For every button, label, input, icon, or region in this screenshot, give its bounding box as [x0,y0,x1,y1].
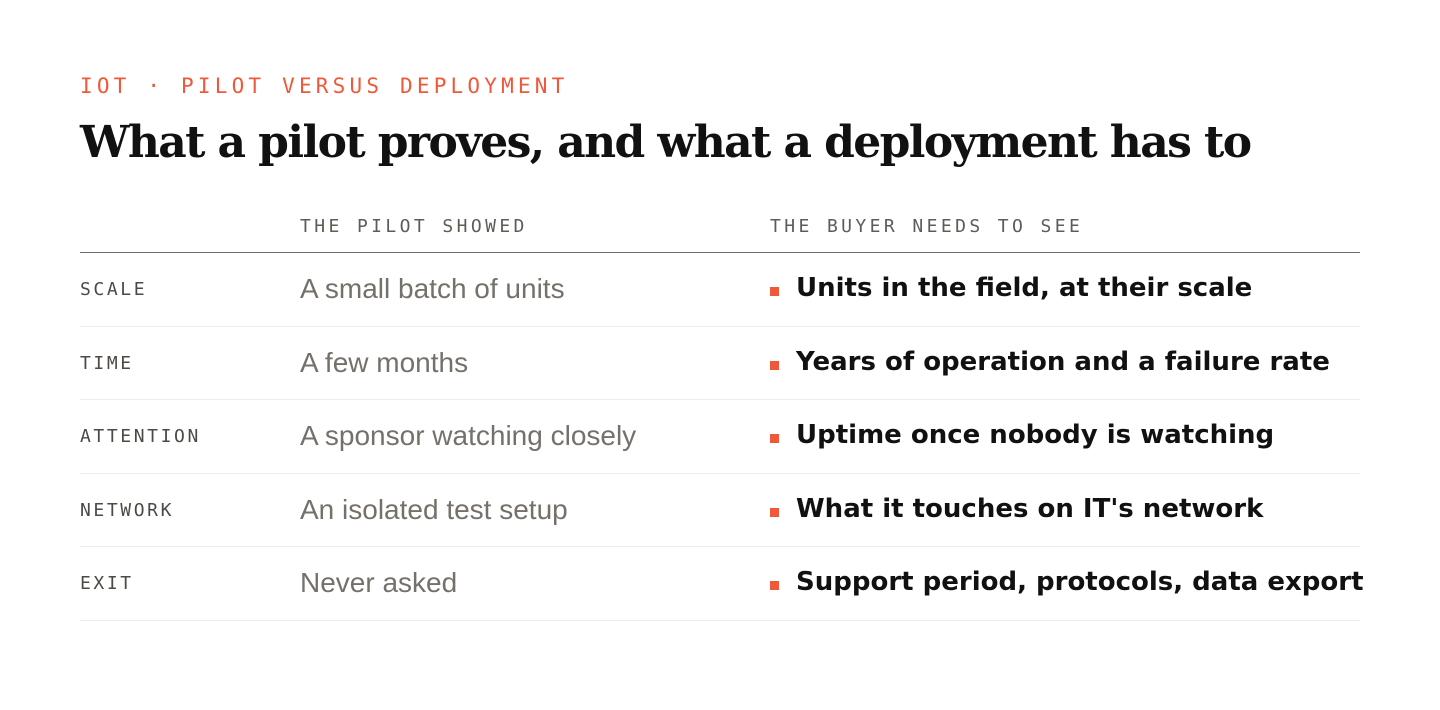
pilot-cell: A few months [300,346,469,378]
table-row: SCALE A small batch of units Units in th… [80,253,1360,327]
table-header: THE PILOT SHOWED THE BUYER NEEDS TO SEE [80,204,1360,253]
buyer-text: Units in the field, at their scale [796,273,1253,303]
pilot-cell: Never asked [300,567,458,598]
table-row: EXIT Never asked Support period, protoco… [80,547,1364,621]
row-label: SCALE [80,279,148,300]
square-bullet-icon [770,434,779,443]
square-bullet-icon [770,581,779,590]
row-label: ATTENTION [80,426,201,447]
row-label: NETWORK [80,499,175,521]
buyer-text: Uptime once nobody is watching [796,420,1275,450]
square-bullet-icon [770,287,779,296]
pilot-cell: An isolated test setup [300,493,568,525]
row-label: TIME [80,352,134,374]
square-bullet-icon [770,507,779,517]
column-header-buyer: THE BUYER NEEDS TO SEE [770,216,1084,237]
comparison-table: THE PILOT SHOWED THE BUYER NEEDS TO SEE … [80,204,1364,621]
buyer-text: What it touches on IT's network [796,493,1264,524]
table-row: ATTENTION A sponsor watching closely Upt… [80,400,1360,474]
square-bullet-icon [770,360,779,370]
eyebrow-label: IOT · PILOT VERSUS DEPLOYMENT [80,74,569,98]
row-label: EXIT [80,573,134,594]
column-header-pilot: THE PILOT SHOWED [300,216,528,237]
table-row: NETWORK An isolated test setup What it t… [80,474,1360,547]
table-row: TIME A few months Years of operation and… [80,327,1360,400]
pilot-cell: A small batch of units [300,273,565,304]
pilot-cell: A sponsor watching closely [300,420,637,451]
buyer-text: Years of operation and a failure rate [796,346,1330,377]
buyer-text: Support period, protocols, data export [796,567,1364,597]
page-title: What a pilot proves, and what a deployme… [80,117,1252,168]
